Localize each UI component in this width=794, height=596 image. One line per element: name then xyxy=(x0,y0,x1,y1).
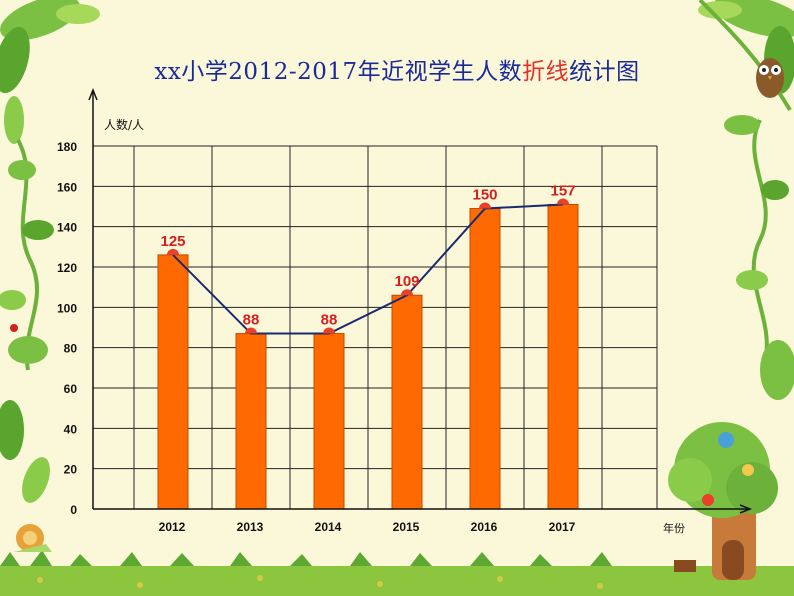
x-tick-2017: 2017 xyxy=(549,520,576,534)
grass-dots xyxy=(37,575,603,589)
y-tick-0: 0 xyxy=(70,503,77,517)
y-tick-140: 140 xyxy=(57,221,77,235)
y-tick-40: 40 xyxy=(64,422,78,436)
x-axis-arrow xyxy=(739,504,753,514)
marker-2014 xyxy=(323,327,335,334)
bar-2016 xyxy=(469,208,501,510)
snail xyxy=(14,524,52,552)
value-label-2017: 157 xyxy=(550,182,575,199)
y-tick-20: 20 xyxy=(64,463,78,477)
y-tick-60: 60 xyxy=(64,382,78,396)
marker-2017 xyxy=(557,198,569,205)
right-vine xyxy=(724,115,794,400)
marker-2016 xyxy=(479,202,491,209)
value-label-2013: 88 xyxy=(243,312,260,329)
top-left-leaves xyxy=(0,0,100,144)
marker-2012 xyxy=(167,248,179,255)
trend-line xyxy=(172,203,564,335)
bar-2013 xyxy=(235,333,267,510)
x-axis-label: 年份 xyxy=(663,522,685,535)
chart-title: xx小学2012-2017年近视学生人数折线统计图 xyxy=(0,52,794,86)
y-tick-labels: 0 20 40 60 80 100 120 140 160 180 xyxy=(57,140,77,517)
marker-2013 xyxy=(245,327,257,334)
owl xyxy=(756,58,784,98)
grass-strip xyxy=(0,566,794,596)
y-axis-label: 人数/人 xyxy=(104,118,145,132)
bar-2012 xyxy=(157,254,189,510)
value-label-2014: 88 xyxy=(321,312,338,329)
tree-house xyxy=(668,422,778,580)
top-right-leaves xyxy=(698,0,794,112)
bar-2017 xyxy=(547,203,579,510)
grass-blades xyxy=(0,550,612,566)
y-tick-100: 100 xyxy=(57,301,77,315)
x-tick-2014: 2014 xyxy=(315,520,342,534)
y-tick-160: 160 xyxy=(57,180,77,194)
bar-2015 xyxy=(391,294,423,510)
title-highlight: 折线 xyxy=(522,59,570,85)
value-label-2016: 150 xyxy=(472,187,497,204)
title-main: xx小学2012-2017年近视学生人数 xyxy=(154,59,523,85)
data-labels: 125 88 88 109 150 157 xyxy=(160,182,575,328)
x-tick-2013: 2013 xyxy=(237,520,264,534)
x-tick-labels: 2012 2013 2014 2015 2016 2017 xyxy=(159,520,576,534)
x-tick-2016: 2016 xyxy=(471,520,498,534)
axes xyxy=(88,87,753,514)
marker-2015 xyxy=(401,289,413,296)
y-tick-80: 80 xyxy=(64,342,78,356)
x-tick-2012: 2012 xyxy=(159,520,186,534)
value-label-2015: 109 xyxy=(394,273,419,290)
x-tick-2015: 2015 xyxy=(393,520,420,534)
markers xyxy=(167,198,569,334)
series-line xyxy=(172,203,564,335)
y-tick-120: 120 xyxy=(57,261,77,275)
bars xyxy=(157,203,579,510)
bar-2014 xyxy=(313,333,345,510)
y-tick-180: 180 xyxy=(57,140,77,154)
left-vine xyxy=(0,139,54,503)
value-label-2012: 125 xyxy=(160,233,185,250)
y-axis-arrow xyxy=(88,87,98,101)
title-end: 统计图 xyxy=(569,59,640,85)
